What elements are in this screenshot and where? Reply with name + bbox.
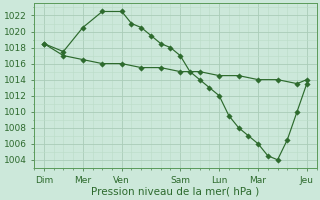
- X-axis label: Pression niveau de la mer( hPa ): Pression niveau de la mer( hPa ): [91, 187, 260, 197]
